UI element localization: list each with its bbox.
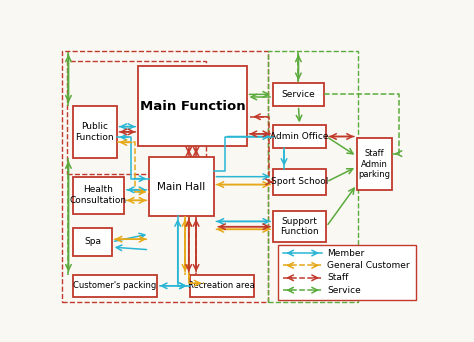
Text: Service: Service [282,90,315,99]
FancyBboxPatch shape [138,66,246,146]
FancyBboxPatch shape [273,169,326,195]
Text: Staff
Admin
parking: Staff Admin parking [358,149,390,179]
FancyBboxPatch shape [73,275,157,297]
Text: Health
Consultation: Health Consultation [70,185,127,205]
Text: Staff: Staff [328,273,349,282]
Text: Public
Function: Public Function [75,122,114,142]
Text: Recreation area: Recreation area [189,281,255,290]
FancyBboxPatch shape [278,245,416,300]
FancyBboxPatch shape [357,139,392,190]
FancyBboxPatch shape [73,228,112,256]
FancyBboxPatch shape [149,157,213,216]
FancyBboxPatch shape [273,211,326,242]
Text: General Customer: General Customer [328,261,410,270]
FancyBboxPatch shape [273,125,326,148]
Text: Main Function: Main Function [140,100,245,113]
Text: Support
Function: Support Function [280,217,319,236]
FancyBboxPatch shape [273,83,324,106]
Text: Spa: Spa [84,237,101,246]
FancyBboxPatch shape [190,275,254,297]
Text: Customer's packing: Customer's packing [73,281,157,290]
Text: Admin Office: Admin Office [271,132,329,141]
Text: Member: Member [328,249,365,258]
Text: Service: Service [328,286,361,295]
Text: Main Hall: Main Hall [157,182,206,192]
Text: Sport School: Sport School [271,177,328,186]
FancyBboxPatch shape [73,106,117,158]
FancyBboxPatch shape [73,177,124,213]
